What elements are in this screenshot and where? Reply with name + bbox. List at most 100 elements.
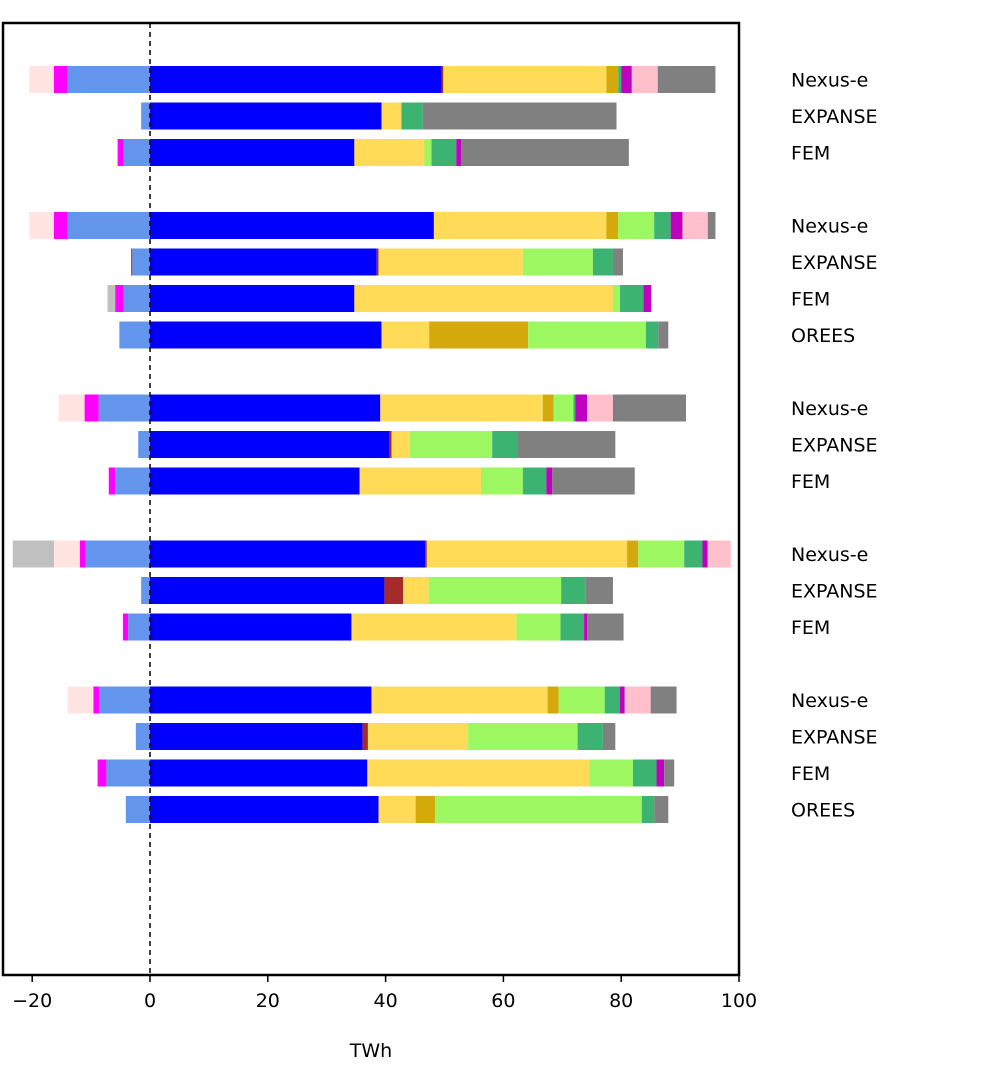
bar-segment <box>528 321 646 349</box>
row-label: Nexus-e <box>791 216 868 238</box>
row-label: FEM <box>791 617 830 639</box>
bar-segment <box>409 431 493 458</box>
bar-segment <box>53 66 68 93</box>
bar-segment <box>606 66 619 93</box>
bar-segment <box>682 212 708 239</box>
bar-row <box>29 66 716 93</box>
bar-segment <box>560 613 585 641</box>
bar-row <box>122 613 624 641</box>
bar-row <box>117 139 629 166</box>
bar-segment <box>12 540 54 568</box>
bar-segment <box>354 285 613 312</box>
bar-segment <box>380 394 543 422</box>
bar-segment <box>422 102 617 130</box>
bar-segment <box>367 723 469 750</box>
bar-segment <box>460 139 629 166</box>
bar-segment <box>650 686 677 714</box>
bar-segment <box>131 248 133 276</box>
bar-segment <box>150 321 382 349</box>
bar-segment <box>359 467 482 495</box>
row-label: OREES <box>791 325 855 347</box>
bar-segment <box>67 686 94 714</box>
bar-segment <box>135 723 150 750</box>
row-label: EXPANSE <box>791 435 878 457</box>
bar-segment <box>707 540 731 568</box>
x-tick-label: −20 <box>12 990 52 1012</box>
x-tick-label: 0 <box>144 990 156 1012</box>
x-axis-ticks: −20 0 20 40 60 80 100 <box>12 975 757 1012</box>
bar-row <box>12 540 731 568</box>
bar-segment <box>53 540 80 568</box>
bar-segment <box>108 467 116 495</box>
bar-row <box>107 285 652 312</box>
bar-segment <box>424 139 432 166</box>
row-label: EXPANSE <box>791 252 878 274</box>
bar-row <box>135 723 616 750</box>
bar-segment <box>150 540 426 568</box>
bar-segment <box>656 759 665 787</box>
bar-segment <box>378 796 416 823</box>
bar-segment <box>371 686 548 714</box>
bar-segment <box>612 394 686 422</box>
bar-segment <box>354 139 425 166</box>
x-axis-title: TWh <box>349 1040 392 1062</box>
bar-segment <box>575 394 588 422</box>
bar-segment <box>618 212 655 239</box>
bar-segment <box>98 394 150 422</box>
bar-segment <box>150 394 381 422</box>
bar-segment <box>67 66 150 93</box>
row-label: Nexus-e <box>791 544 868 566</box>
bar-segment <box>643 285 652 312</box>
bar-segment <box>638 540 685 568</box>
bar-segment <box>123 139 150 166</box>
bar-segment <box>654 212 671 239</box>
bar-segment <box>389 431 392 458</box>
row-label: EXPANSE <box>791 581 878 603</box>
bar-segment <box>150 248 377 276</box>
bar-segment <box>403 577 429 604</box>
bar-segment <box>401 102 423 130</box>
x-tick-label: 60 <box>491 990 515 1012</box>
bar-segment <box>631 66 658 93</box>
bar-segment <box>481 467 523 495</box>
bar-segment <box>522 248 593 276</box>
x-tick-label: 80 <box>609 990 633 1012</box>
bar-segment <box>604 686 621 714</box>
bar-segment <box>492 431 518 458</box>
bar-segment <box>561 577 586 604</box>
bar-segment <box>606 212 619 239</box>
bar-segment <box>645 321 659 349</box>
plot-frame <box>1 21 741 977</box>
bar-segment <box>106 759 150 787</box>
bar-segment <box>429 321 529 349</box>
bar-segment <box>443 66 607 93</box>
bar-row <box>67 686 677 714</box>
bar-segment <box>587 613 624 641</box>
bar-segment <box>99 686 150 714</box>
bar-row <box>29 212 716 239</box>
x-tick-label: 20 <box>256 990 280 1012</box>
bar-segment <box>553 394 574 422</box>
bar-segment <box>547 686 559 714</box>
row-label: EXPANSE <box>791 727 878 749</box>
bar-segment <box>150 686 372 714</box>
bar-segment <box>141 102 150 130</box>
x-tick-label: 40 <box>374 990 398 1012</box>
bar-segment <box>664 759 675 787</box>
bar-segment <box>632 759 657 787</box>
bar-segment <box>612 248 623 276</box>
bar-segment <box>115 285 124 312</box>
bar-segment <box>620 686 625 714</box>
bar-segment <box>602 723 616 750</box>
row-label: EXPANSE <box>791 106 878 128</box>
bar-segment <box>150 723 363 750</box>
x-tick-label: 100 <box>721 990 757 1012</box>
bar-segment <box>612 285 621 312</box>
bar-segment <box>381 321 430 349</box>
bar-segment <box>542 394 554 422</box>
bar-segment <box>624 686 651 714</box>
bar-segment <box>150 467 360 495</box>
bar-segment <box>415 796 436 823</box>
bar-row <box>125 796 669 823</box>
